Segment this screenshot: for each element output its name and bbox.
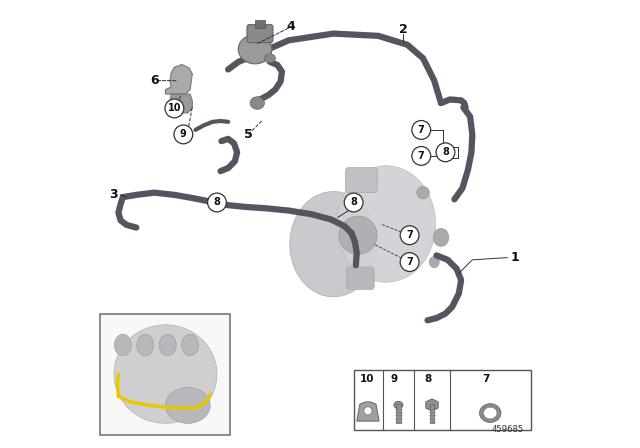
Text: 1: 1 [511, 251, 519, 264]
Circle shape [400, 253, 419, 271]
Text: 4: 4 [287, 20, 295, 34]
Circle shape [165, 99, 184, 118]
Text: 7: 7 [418, 125, 424, 135]
Ellipse shape [137, 334, 154, 356]
Ellipse shape [433, 228, 449, 246]
Text: 8: 8 [442, 147, 449, 157]
Ellipse shape [250, 97, 264, 109]
Ellipse shape [364, 407, 372, 415]
Ellipse shape [339, 216, 377, 254]
Bar [353, 370, 531, 430]
Text: 3: 3 [109, 188, 117, 202]
Polygon shape [356, 402, 379, 421]
Polygon shape [426, 399, 438, 411]
Ellipse shape [484, 407, 497, 419]
Text: 10: 10 [168, 103, 181, 113]
Text: 7: 7 [406, 230, 413, 240]
Circle shape [174, 125, 193, 144]
Ellipse shape [165, 388, 210, 423]
Text: 8: 8 [350, 198, 357, 207]
Bar [100, 314, 230, 435]
Ellipse shape [429, 256, 439, 267]
Circle shape [436, 143, 455, 162]
Polygon shape [165, 65, 192, 94]
Ellipse shape [159, 334, 176, 356]
Text: 7: 7 [418, 151, 424, 161]
FancyBboxPatch shape [346, 267, 374, 289]
Ellipse shape [290, 192, 377, 297]
Text: 2: 2 [399, 22, 407, 36]
Ellipse shape [394, 401, 403, 409]
Text: 7: 7 [482, 375, 490, 384]
Circle shape [400, 226, 419, 245]
Ellipse shape [337, 166, 436, 282]
Ellipse shape [479, 404, 501, 422]
Bar [255, 20, 265, 28]
Ellipse shape [114, 325, 217, 423]
Bar [430, 404, 435, 423]
Circle shape [412, 146, 431, 165]
Text: 7: 7 [406, 257, 413, 267]
Text: 9: 9 [180, 129, 187, 139]
Circle shape [207, 193, 227, 212]
Text: 10: 10 [360, 375, 374, 384]
Ellipse shape [417, 186, 429, 199]
FancyBboxPatch shape [346, 168, 378, 193]
Text: 8: 8 [214, 198, 220, 207]
Text: 5: 5 [244, 128, 253, 141]
FancyBboxPatch shape [247, 25, 273, 43]
Circle shape [412, 121, 431, 139]
Text: 8: 8 [424, 375, 431, 384]
Ellipse shape [264, 54, 275, 63]
Text: 9: 9 [390, 375, 397, 384]
Text: 6: 6 [150, 74, 159, 87]
Text: 459685: 459685 [492, 425, 524, 434]
Ellipse shape [182, 334, 198, 356]
Ellipse shape [115, 334, 131, 356]
Ellipse shape [238, 34, 272, 64]
Circle shape [344, 193, 363, 212]
Polygon shape [170, 94, 192, 113]
Bar [396, 404, 401, 423]
